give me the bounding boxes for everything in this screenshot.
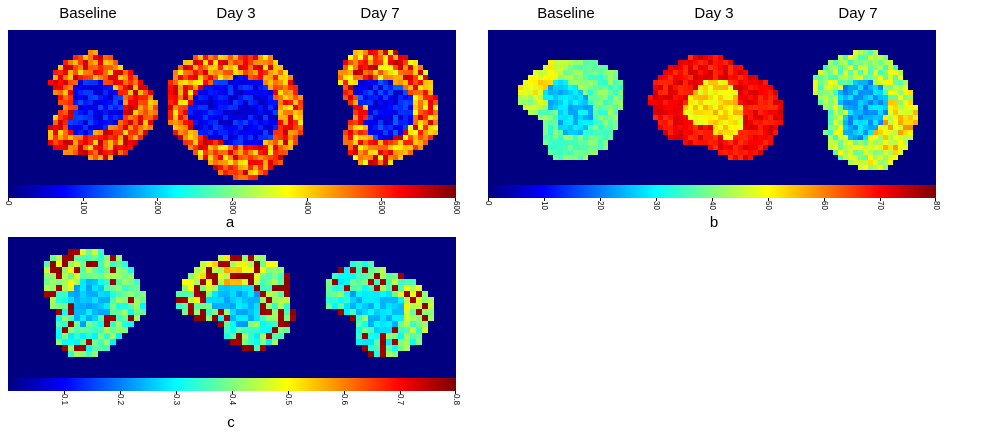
colorbar-tick-label: 0.1 xyxy=(60,394,69,406)
colorbar-tick-label: 80 xyxy=(932,201,941,210)
colorbar-tick-label: 0.5 xyxy=(284,394,293,406)
heatmap-panel-a xyxy=(8,30,456,185)
colorbar-tick-mark xyxy=(656,198,657,201)
colorbar-tick-label: 0.8 xyxy=(452,394,461,406)
heatmap-panel-c xyxy=(8,237,456,378)
colorbar-panel-c xyxy=(8,378,456,391)
colorbar-tick-mark xyxy=(157,198,159,201)
colorbar-tick-label: 70 xyxy=(876,201,885,210)
colorbar-tick-mark xyxy=(120,391,121,394)
colorbar-tick-mark xyxy=(64,391,65,394)
colorbar-tick-mark xyxy=(176,391,177,394)
colorbar-tick-label: 100 xyxy=(78,201,88,215)
colorbar-tick-label: 0.4 xyxy=(228,394,237,406)
colorbar-tick-label: 0.3 xyxy=(172,394,181,406)
heatmap-panel-b xyxy=(488,30,936,185)
colorbar-tick-mark xyxy=(712,198,713,201)
colorbar-tick-label: 0.6 xyxy=(340,394,349,406)
colorbar-tick-label: 50 xyxy=(764,201,773,210)
column-header-b-baseline: Baseline xyxy=(537,5,595,22)
colorbar-tick-label: 600 xyxy=(452,201,461,215)
colorbar-tick-label: 300 xyxy=(228,201,237,215)
colorbar-tick-mark xyxy=(768,198,769,201)
colorbar-tick-mark xyxy=(8,198,9,201)
colorbar-tick-mark xyxy=(935,198,936,201)
colorbar-tick-label: 60 xyxy=(820,201,829,210)
colorbar-tick-mark xyxy=(288,391,289,394)
colorbar-tick-mark xyxy=(880,198,881,201)
colorbar-tick-mark xyxy=(488,198,489,201)
colorbar-tick-mark xyxy=(381,198,383,201)
colorbar-tick-label: 0 xyxy=(4,201,13,206)
colorbar-tick-label: 0.7 xyxy=(396,394,405,406)
colorbar-tick-mark xyxy=(232,198,233,201)
panel-label-b: b xyxy=(709,214,719,231)
colorbar-tick-mark xyxy=(82,198,84,201)
colorbar-tick-mark xyxy=(544,198,545,201)
colorbar-tick-label: 200 xyxy=(153,201,163,215)
colorbar-tick-mark xyxy=(306,198,308,201)
colorbar-panel-b xyxy=(488,185,936,198)
colorbar-tick-label: 20 xyxy=(596,201,605,210)
column-header-a-day7: Day 7 xyxy=(360,5,400,22)
colorbar-tick-label: 400 xyxy=(302,201,312,215)
colorbar-panel-a xyxy=(8,185,456,198)
colorbar-tick-label: 30 xyxy=(652,201,661,210)
column-header-b-day3: Day 3 xyxy=(694,5,734,22)
panel-label-a: a xyxy=(225,214,235,231)
colorbar-tick-label: 40 xyxy=(708,201,717,210)
column-header-b-day7: Day 7 xyxy=(838,5,878,22)
colorbar-tick-mark xyxy=(824,198,825,201)
colorbar-tick-mark xyxy=(232,391,233,394)
colorbar-tick-label: 500 xyxy=(377,201,387,215)
column-header-a-day3: Day 3 xyxy=(216,5,256,22)
column-header-a-baseline: Baseline xyxy=(59,5,117,22)
panel-label-c: c xyxy=(227,414,235,431)
colorbar-tick-label: 10 xyxy=(540,201,549,210)
colorbar-tick-mark xyxy=(344,391,345,394)
colorbar-tick-mark xyxy=(400,391,401,394)
colorbar-tick-mark xyxy=(600,198,601,201)
colorbar-tick-mark xyxy=(455,198,456,201)
colorbar-tick-label: 0.2 xyxy=(116,394,125,406)
colorbar-tick-mark xyxy=(455,391,456,394)
colorbar-tick-label: 0 xyxy=(484,201,493,206)
